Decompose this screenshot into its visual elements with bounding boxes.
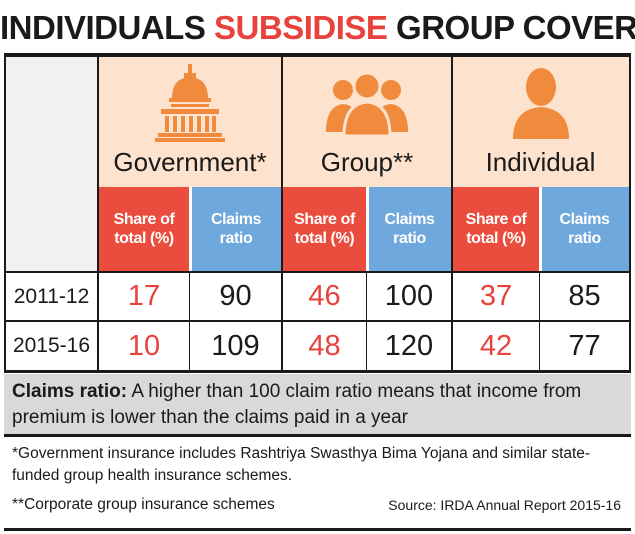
source-credit: Source: IRDA Annual Report 2015-16	[388, 497, 621, 513]
subheader-share-group: Share of total (%)	[282, 187, 367, 271]
note-label: Claims ratio:	[12, 381, 128, 402]
note-text: A higher than 100 claim ratio means that…	[12, 381, 582, 428]
group-label-group: Group**	[320, 147, 414, 177]
value-share-government: 17	[127, 280, 161, 312]
group-header-individual: Individual	[452, 57, 629, 187]
value-share-individual: 37	[479, 280, 513, 312]
group-label-individual: Individual	[485, 147, 596, 177]
group-label-government: Government*	[113, 147, 267, 177]
subheader-ratio-group: Claims ratio	[367, 187, 452, 271]
subheader-ratio-individual: Claims ratio	[540, 187, 629, 271]
group-divider	[281, 57, 283, 370]
subheader-share-individual: Share of total (%)	[452, 187, 540, 271]
value-ratio-individual: 85	[568, 280, 601, 312]
data-table: Government* Group**	[4, 57, 631, 373]
group-header-group: Group**	[282, 57, 452, 187]
title-rule	[4, 53, 631, 57]
year-label: 2015-16	[12, 334, 91, 357]
row-divider	[6, 320, 629, 322]
page-title: INDIVIDUALS SUBSIDISE GROUP COVER?	[0, 0, 635, 56]
title-part-1: INDIVIDUALS	[0, 9, 215, 46]
group-header-government: Government*	[98, 57, 282, 187]
row-divider	[6, 271, 629, 273]
footnote-government: *Government insurance includes Rashtriya…	[12, 445, 591, 484]
separator	[539, 187, 542, 271]
value-ratio-government: 90	[219, 280, 252, 312]
bottom-rule	[4, 528, 631, 531]
person-icon	[512, 68, 569, 139]
subheader-share-government: Share of total (%)	[98, 187, 190, 271]
claims-ratio-note: Claims ratio: A higher than 100 claim ra…	[4, 374, 631, 437]
value-ratio-group: 120	[384, 329, 434, 362]
group-divider	[451, 57, 453, 370]
group-divider	[97, 57, 99, 370]
subheader-ratio-government: Claims ratio	[190, 187, 282, 271]
separator	[189, 187, 192, 271]
title-accent: SUBSIDISE	[214, 9, 388, 46]
year-label: 2011-12	[13, 284, 90, 308]
corner-cell	[6, 57, 98, 271]
value-ratio-group: 100	[384, 280, 434, 312]
value-share-government: 10	[127, 329, 161, 362]
people-group-icon	[326, 71, 408, 136]
footnote-corporate: **Corporate group insurance schemes	[12, 496, 275, 513]
value-ratio-individual: 77	[568, 329, 601, 362]
title-part-3: GROUP COVER?	[387, 9, 635, 46]
value-ratio-government: 109	[211, 329, 260, 362]
value-share-group: 48	[308, 329, 341, 362]
separator	[366, 187, 369, 271]
value-share-group: 46	[308, 280, 341, 312]
value-share-individual: 42	[479, 329, 513, 362]
capitol-building-icon	[155, 64, 225, 142]
